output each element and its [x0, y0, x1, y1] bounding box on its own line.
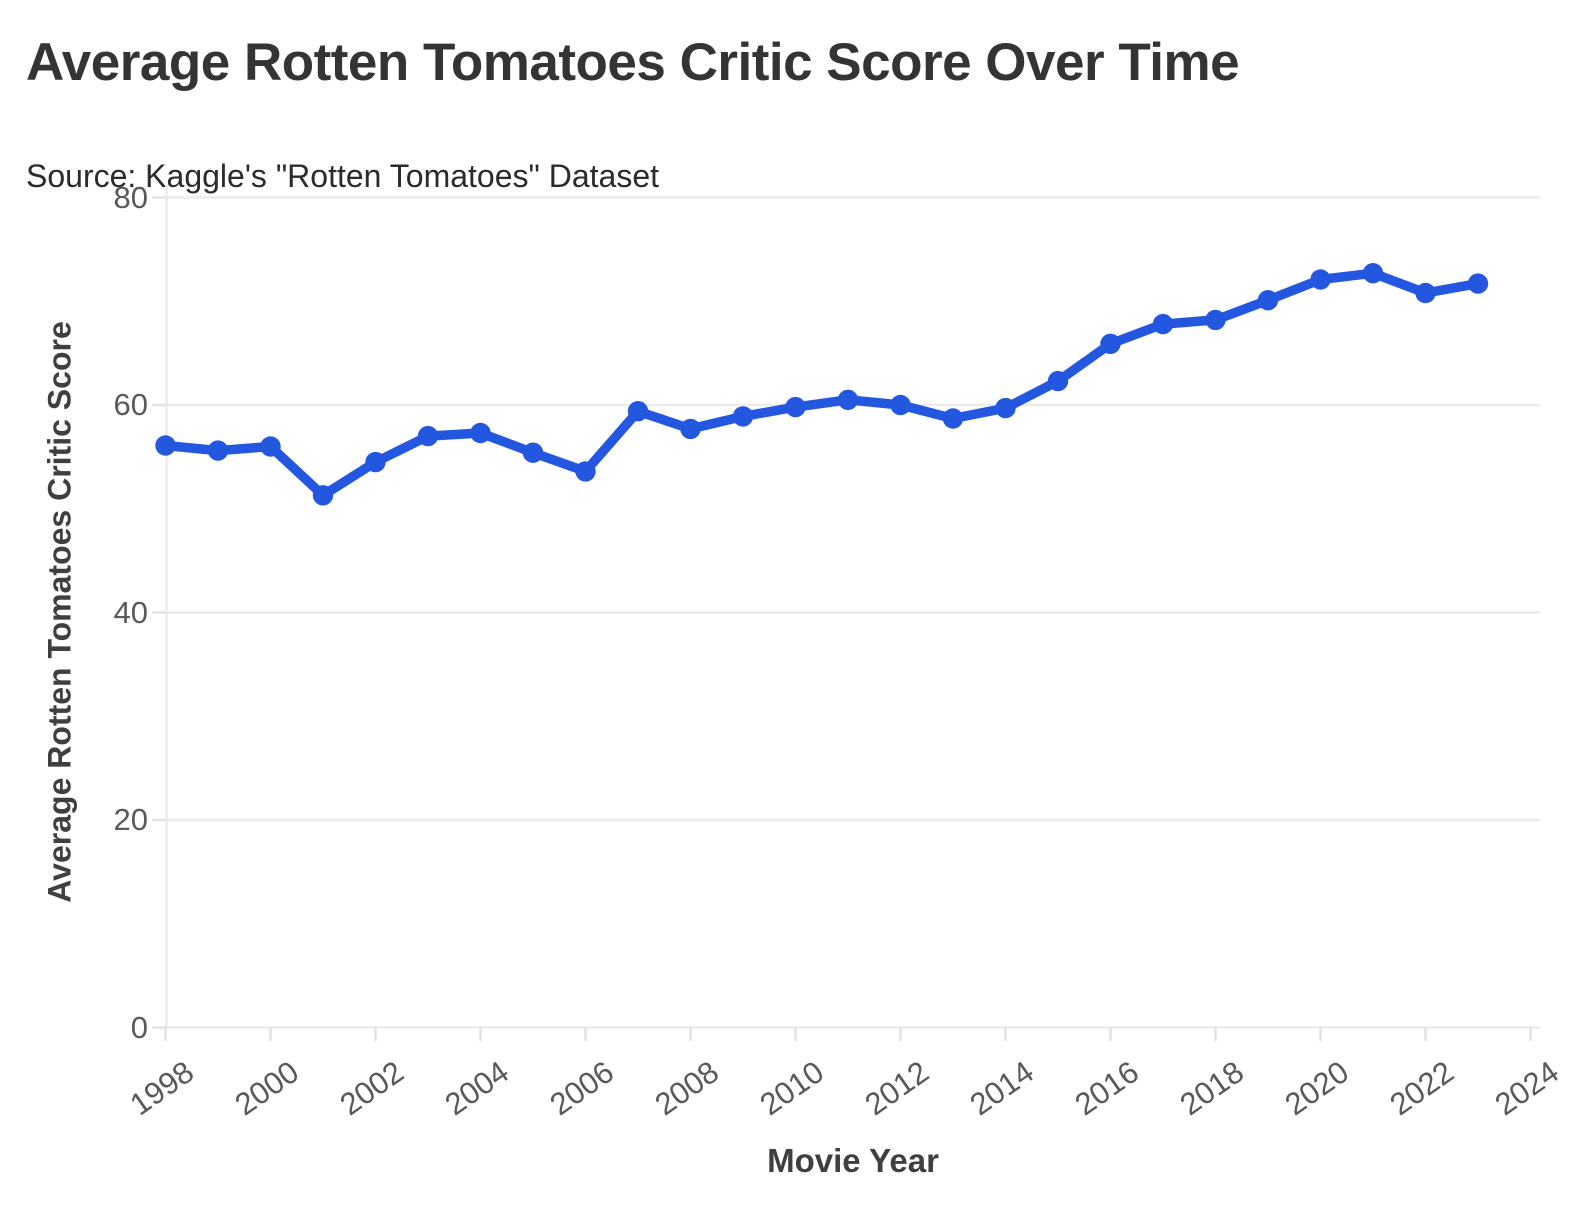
- y-tick-label: 0: [130, 1009, 148, 1045]
- data-point: [1467, 273, 1489, 294]
- data-point: [522, 442, 544, 463]
- data-point: [837, 389, 859, 410]
- data-point: [155, 435, 176, 456]
- data-point: [1205, 309, 1226, 331]
- data-point: [1415, 282, 1436, 304]
- y-tick-label: 20: [113, 802, 148, 837]
- chart-source-subtitle: Source: Kaggle's "Rotten Tomatoes" Datas…: [26, 158, 660, 194]
- data-point: [680, 418, 701, 440]
- data-point: [1257, 290, 1279, 311]
- data-point: [1362, 263, 1384, 284]
- data-point: [312, 485, 334, 506]
- data-point: [417, 425, 439, 447]
- chart-title: Average Rotten Tomatoes Critic Score Ove…: [26, 33, 1240, 92]
- data-point: [627, 401, 649, 422]
- data-point: [1100, 333, 1121, 354]
- data-point: [942, 408, 964, 429]
- data-point: [1152, 313, 1174, 335]
- data-point: [207, 440, 229, 461]
- data-point: [995, 397, 1016, 419]
- series-line: [160, 268, 1483, 501]
- data-point: [1047, 370, 1069, 392]
- data-point: [575, 461, 596, 482]
- data-point: [365, 451, 386, 473]
- data-point: [470, 422, 491, 444]
- data-point: [260, 436, 281, 457]
- data-point: [890, 394, 911, 416]
- data-point: [1310, 269, 1331, 290]
- x-axis-title: Movie Year: [767, 1142, 939, 1179]
- y-tick-label: 40: [113, 594, 148, 630]
- data-point: [732, 406, 754, 427]
- y-tick-label: 60: [113, 387, 148, 422]
- y-tick-label: 80: [113, 179, 148, 215]
- data-point: [785, 396, 806, 418]
